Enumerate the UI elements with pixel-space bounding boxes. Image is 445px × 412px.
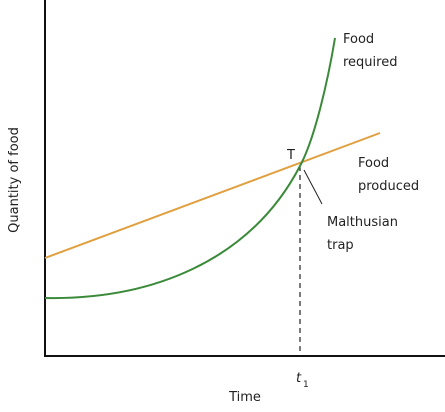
annotation: trap (327, 238, 354, 253)
food-required-curve (44, 37, 336, 300)
point-label: T (286, 148, 295, 163)
annotation: Malthusian (327, 215, 398, 230)
time-symbol: t (296, 371, 302, 386)
food-produced-line (44, 132, 381, 259)
curve-label: Food (343, 32, 374, 47)
curve-label: produced (358, 179, 419, 194)
y-axis-label: Quantity of food (7, 127, 22, 233)
x-axis-label: Time (228, 390, 261, 405)
curve-label: required (343, 55, 397, 70)
leader-line (303, 169, 323, 205)
curve-label: Food (358, 156, 389, 171)
time-subscript: 1 (303, 380, 309, 390)
